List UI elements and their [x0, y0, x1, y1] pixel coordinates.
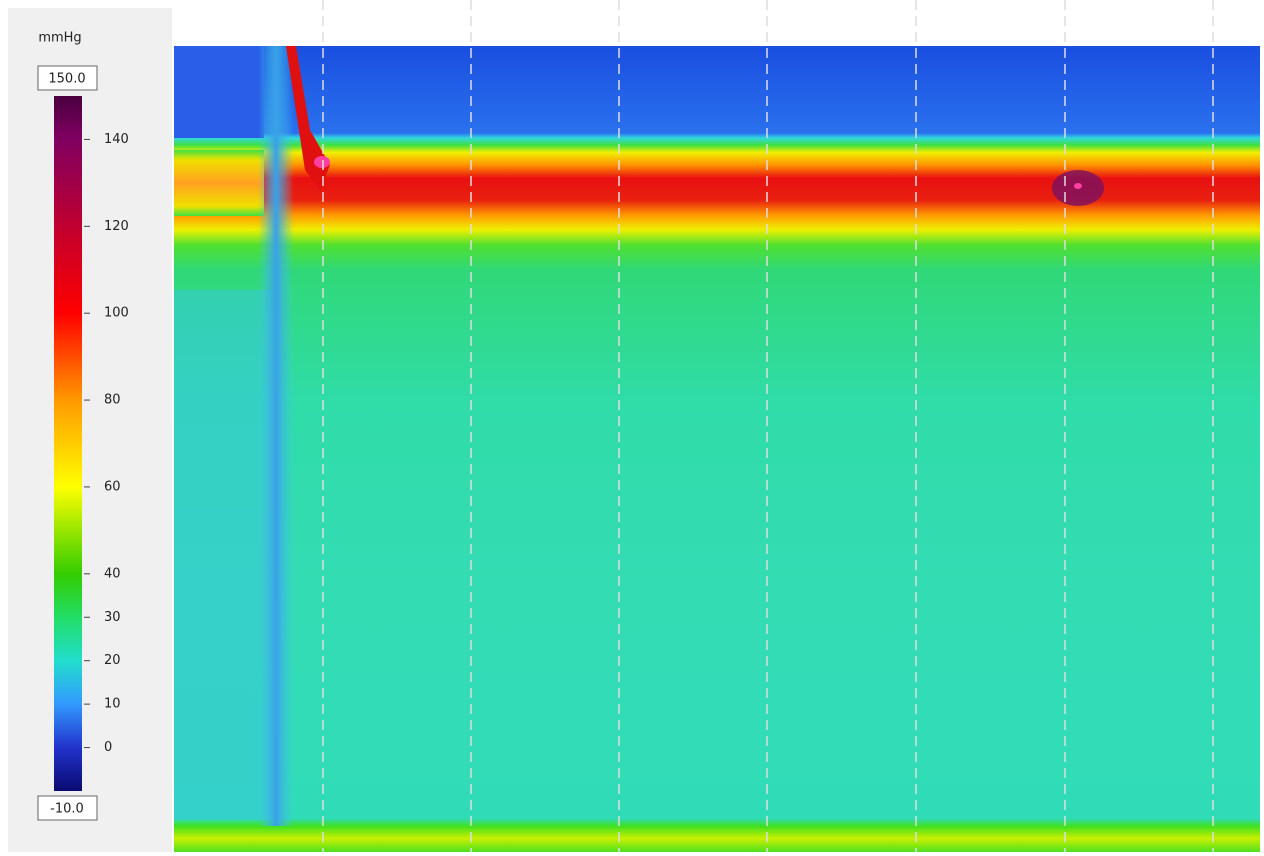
min-box[interactable]	[37, 795, 98, 821]
tick-label: 0	[104, 740, 112, 755]
tick-label: 20	[104, 653, 121, 668]
time-gridlines	[322, 0, 1214, 852]
max-label: 150.0	[48, 72, 85, 87]
tick-label: 30	[104, 610, 121, 625]
min-label: -10.0	[50, 802, 84, 817]
tick-label: 140	[104, 132, 129, 147]
tick-label: 60	[104, 479, 121, 494]
pressure-topography	[174, 46, 1260, 852]
peak-marker	[314, 156, 330, 168]
tick-label: 80	[104, 393, 121, 408]
swallow-column	[258, 46, 294, 826]
colorbar	[54, 96, 82, 791]
tick-label: 100	[104, 306, 129, 321]
ues-band	[174, 150, 264, 216]
upper-region	[174, 46, 264, 138]
max-box[interactable]	[37, 65, 98, 91]
proximal-region	[174, 290, 272, 820]
unit-label: mmHg	[38, 31, 81, 46]
tick-label: 10	[104, 697, 121, 712]
colorbar-panel	[8, 8, 172, 852]
swallow-front	[286, 46, 330, 190]
tick-label: 40	[104, 566, 121, 581]
peak-marker	[1074, 183, 1082, 189]
tick-label: 120	[104, 219, 129, 234]
